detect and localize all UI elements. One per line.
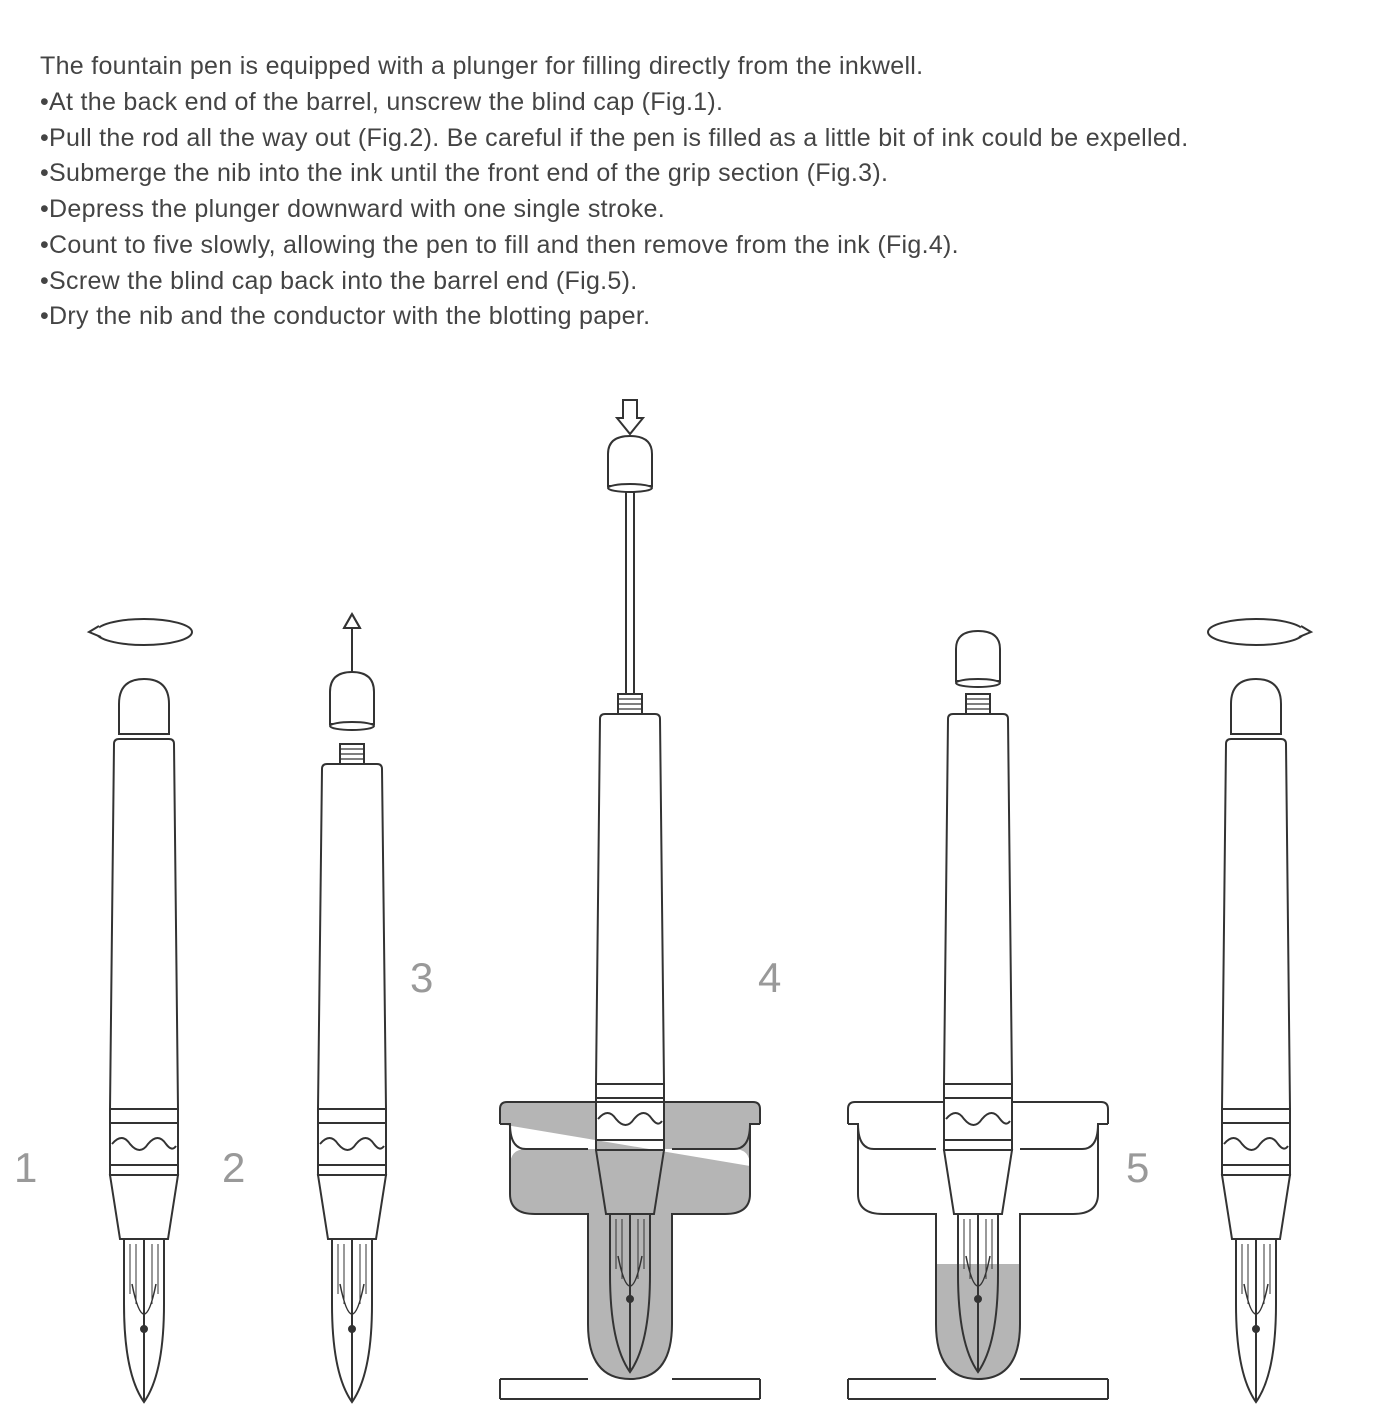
step-2-diagram	[272, 584, 432, 1404]
bullet-6: •Screw the blind cap back into the barre…	[40, 265, 1360, 299]
step-3-label: 3	[410, 954, 433, 1002]
step-3: 3	[480, 394, 780, 1404]
step-1: 1	[64, 584, 224, 1404]
bullet-4: •Depress the plunger downward with one s…	[40, 193, 1360, 227]
bullet-2: •Pull the rod all the way out (Fig.2). B…	[40, 122, 1360, 156]
step-1-label: 1	[14, 1144, 37, 1192]
step-4-diagram	[828, 394, 1128, 1404]
step-4: 4	[828, 394, 1128, 1404]
bullet-3: •Submerge the nib into the ink until the…	[40, 157, 1360, 191]
diagram-row: 1	[40, 384, 1360, 1404]
step-1-diagram	[64, 584, 224, 1404]
bullet-5: •Count to five slowly, allowing the pen …	[40, 229, 1360, 263]
intro-text: The fountain pen is equipped with a plun…	[40, 50, 1360, 84]
step-2: 2	[272, 584, 432, 1404]
step-5-label: 5	[1126, 1144, 1149, 1192]
step-4-label: 4	[758, 954, 781, 1002]
instructions-block: The fountain pen is equipped with a plun…	[40, 50, 1360, 334]
step-5-diagram	[1176, 584, 1336, 1404]
step-5: 5	[1176, 584, 1336, 1404]
bullet-7: •Dry the nib and the conductor with the …	[40, 300, 1360, 334]
step-3-diagram	[480, 394, 780, 1404]
step-2-label: 2	[222, 1144, 245, 1192]
bullet-1: •At the back end of the barrel, unscrew …	[40, 86, 1360, 120]
